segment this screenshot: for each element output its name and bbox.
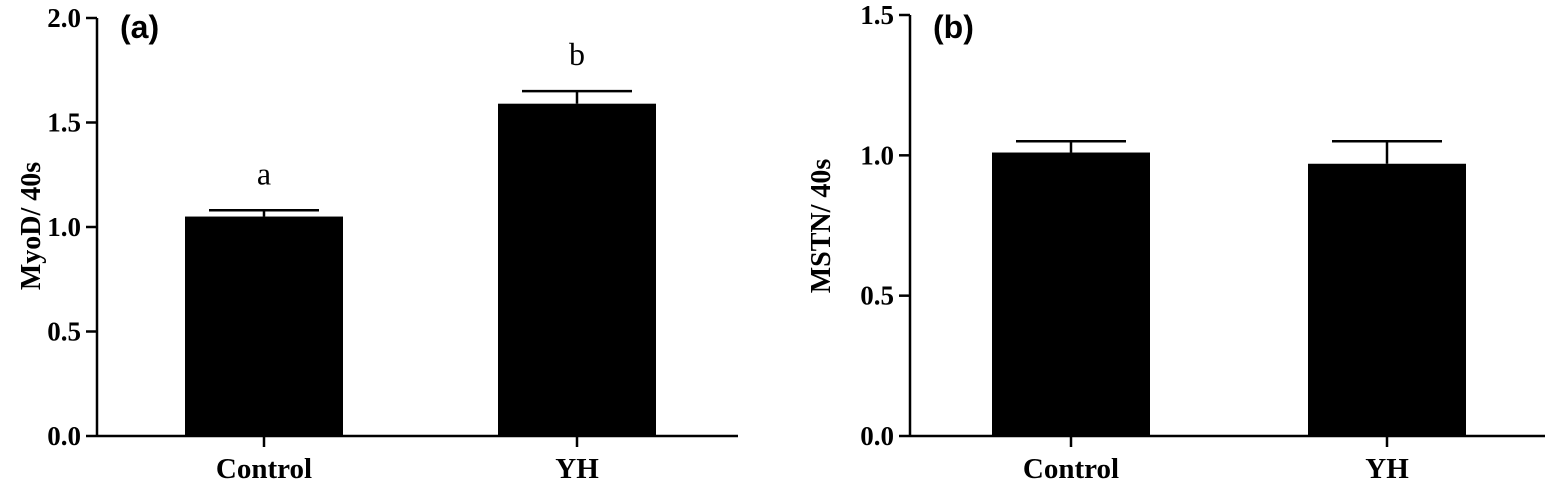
- x-tick-label-b-yh: YH: [1365, 453, 1409, 482]
- bars-b: [992, 140, 1466, 436]
- bar-a-yh: [498, 103, 656, 436]
- panel-label-b: (b): [933, 9, 974, 45]
- chart-panel-b: (b) MSTN/ 40s 0.0 0.5 1.0 1.5 Control YH: [806, 0, 1545, 482]
- significance-label-a-control: a: [257, 155, 271, 191]
- error-bar-a-control: [209, 209, 319, 217]
- x-tick-labels-a: Control YH: [216, 436, 599, 482]
- y-tick-label-a-0: 0.0: [47, 421, 81, 451]
- y-tick-label-b-3: 1.5: [860, 0, 894, 30]
- y-tick-label-b-2: 1.0: [860, 140, 894, 170]
- error-bar-a-yh: [522, 89, 632, 104]
- error-bar-b-yh: [1332, 140, 1442, 164]
- y-tick-label-b-0: 0.0: [860, 421, 894, 451]
- x-tick-labels-b: Control YH: [1023, 436, 1409, 482]
- y-tick-label-a-3: 1.5: [47, 108, 81, 138]
- bar-b-control: [992, 152, 1150, 436]
- y-tick-label-a-1: 0.5: [47, 317, 81, 347]
- bar-a-control: [185, 216, 343, 436]
- bar-b-yh: [1308, 163, 1466, 436]
- y-tick-label-a-2: 1.0: [47, 212, 81, 242]
- x-tick-label-b-control: Control: [1023, 453, 1119, 482]
- y-tick-label-b-1: 0.5: [860, 281, 894, 311]
- error-bar-b-control: [1016, 140, 1126, 153]
- x-tick-label-a-yh: YH: [555, 453, 599, 482]
- y-axis-label-a: MyoD/ 40s: [16, 162, 47, 290]
- y-tick-label-a-4: 2.0: [47, 3, 81, 33]
- y-ticks-b: 0.0 0.5 1.0 1.5: [860, 0, 910, 451]
- x-tick-label-a-control: Control: [216, 453, 312, 482]
- y-axis-label-b: MSTN/ 40s: [806, 159, 837, 294]
- bars-a: ab: [185, 36, 656, 436]
- panel-label-a: (a): [120, 9, 159, 45]
- chart-panel-a: (a) MyoD/ 40s 0.00.51.01.52.0 ab Control…: [16, 3, 738, 482]
- significance-label-a-yh: b: [569, 36, 585, 72]
- y-ticks-a: 0.0 0.5 1.0 1.5 2.0: [47, 3, 97, 451]
